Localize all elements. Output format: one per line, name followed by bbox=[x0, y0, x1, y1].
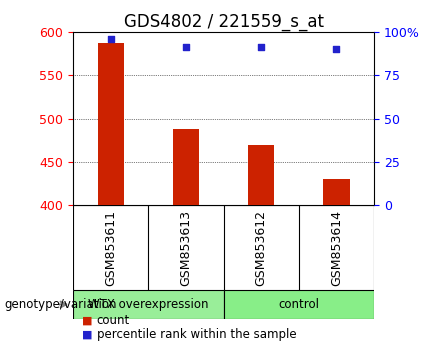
Point bbox=[183, 45, 190, 50]
Text: ■: ■ bbox=[82, 315, 92, 325]
Text: WTX overexpression: WTX overexpression bbox=[88, 298, 209, 311]
Text: GSM853613: GSM853613 bbox=[179, 210, 193, 286]
Text: GSM853611: GSM853611 bbox=[104, 210, 117, 286]
Bar bbox=[73, 290, 224, 319]
Point bbox=[258, 45, 265, 50]
Bar bbox=[248, 145, 274, 205]
Text: GSM853612: GSM853612 bbox=[255, 210, 268, 286]
Text: GSM853614: GSM853614 bbox=[330, 210, 343, 286]
Bar bbox=[98, 43, 124, 205]
Text: control: control bbox=[278, 298, 319, 311]
Text: percentile rank within the sample: percentile rank within the sample bbox=[97, 328, 296, 341]
Bar bbox=[323, 179, 350, 205]
Bar bbox=[224, 290, 374, 319]
Bar bbox=[173, 129, 199, 205]
Title: GDS4802 / 221559_s_at: GDS4802 / 221559_s_at bbox=[123, 13, 324, 30]
Text: ■: ■ bbox=[82, 330, 92, 339]
Point bbox=[333, 46, 340, 52]
Point bbox=[108, 36, 114, 42]
Text: genotype/variation: genotype/variation bbox=[4, 298, 117, 311]
Text: count: count bbox=[97, 314, 130, 327]
